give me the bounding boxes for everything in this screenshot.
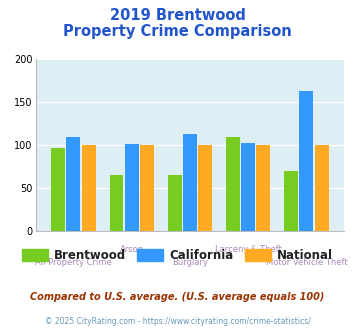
Bar <box>256 145 271 231</box>
Bar <box>183 134 197 231</box>
Text: Burglary: Burglary <box>172 258 208 267</box>
Text: Property Crime Comparison: Property Crime Comparison <box>63 24 292 39</box>
Bar <box>300 91 313 231</box>
Legend: Brentwood, California, National: Brentwood, California, National <box>17 244 338 266</box>
Bar <box>284 171 298 231</box>
Text: All Property Crime: All Property Crime <box>35 258 112 267</box>
Text: © 2025 CityRating.com - https://www.cityrating.com/crime-statistics/: © 2025 CityRating.com - https://www.city… <box>45 317 310 326</box>
Bar <box>82 145 95 231</box>
Text: 2019 Brentwood: 2019 Brentwood <box>110 8 245 23</box>
Bar <box>51 148 65 231</box>
Bar <box>168 175 182 231</box>
Bar <box>315 145 329 231</box>
Bar <box>125 144 139 231</box>
Bar <box>226 138 240 231</box>
Text: Larceny & Theft: Larceny & Theft <box>215 245 282 254</box>
Bar <box>109 175 124 231</box>
Text: Compared to U.S. average. (U.S. average equals 100): Compared to U.S. average. (U.S. average … <box>30 292 325 302</box>
Bar <box>140 145 154 231</box>
Bar <box>241 143 255 231</box>
Bar <box>198 145 212 231</box>
Bar <box>66 137 80 231</box>
Text: Motor Vehicle Theft: Motor Vehicle Theft <box>266 258 347 267</box>
Text: Arson: Arson <box>120 245 144 254</box>
